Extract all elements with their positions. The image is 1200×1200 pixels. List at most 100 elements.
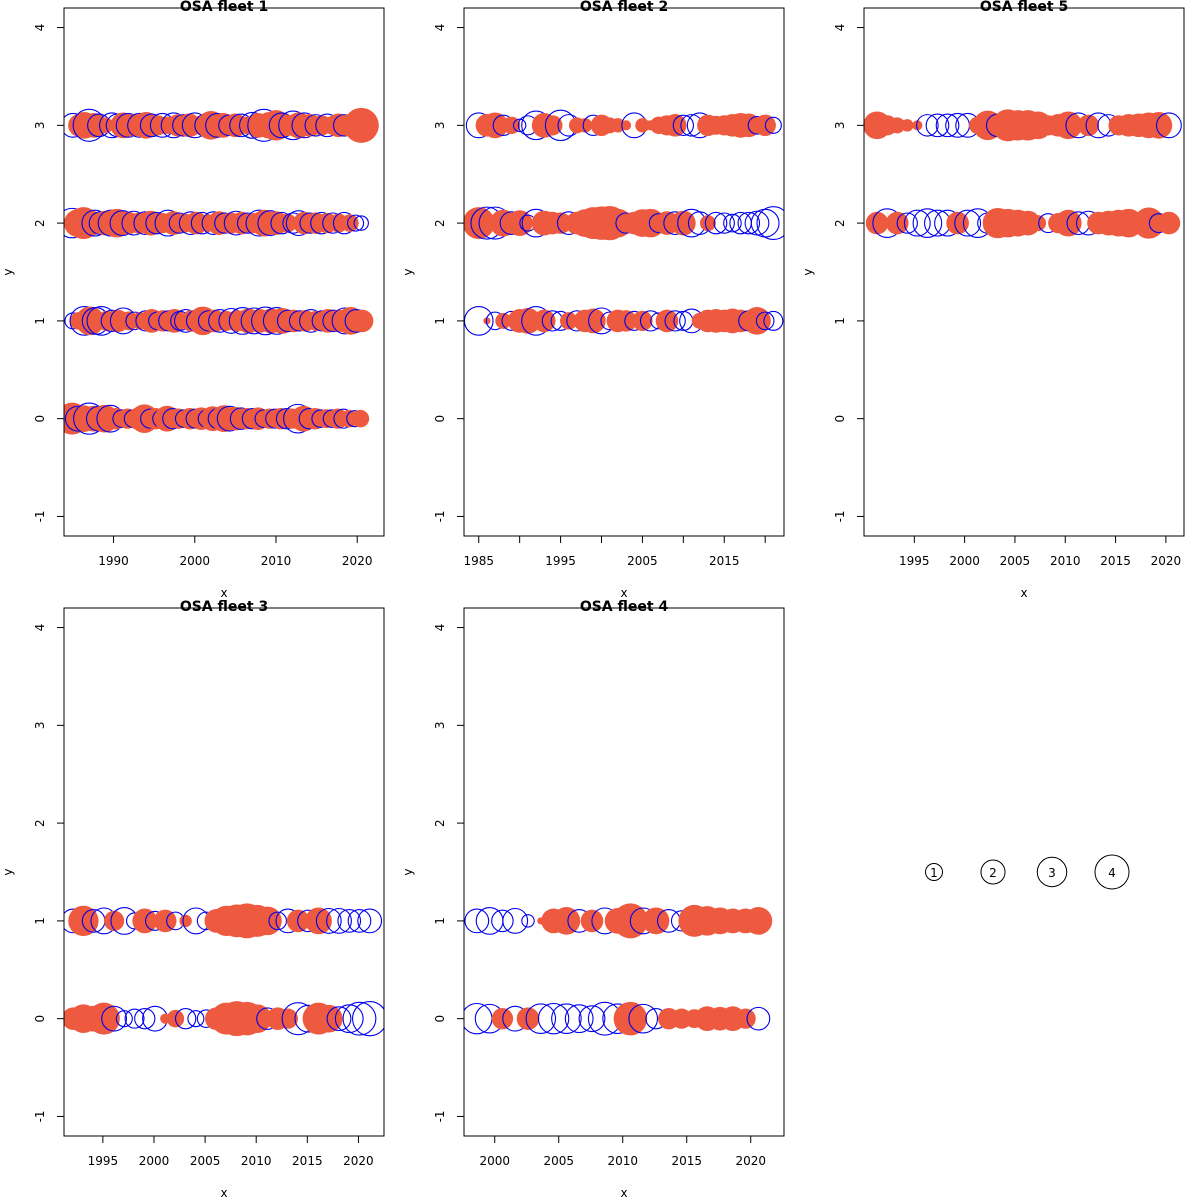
y-tick-label: 4	[433, 624, 447, 632]
panel-p3: -1 0 1 2 3 4 1995 2000 2005 2010 2015 2020 x y OSA fle…	[1, 599, 385, 1200]
bubble-layer	[464, 109, 784, 336]
y-tick-label: 3	[33, 122, 47, 130]
negative-bubble	[353, 215, 369, 231]
x-tick-label: 2015	[1100, 554, 1131, 568]
positive-bubble	[613, 1001, 648, 1036]
positive-bubble	[1054, 209, 1082, 237]
positive-bubble	[912, 120, 923, 131]
x-axis-label: x	[1020, 586, 1027, 600]
positive-bubble	[632, 310, 653, 331]
positive-bubble	[610, 118, 626, 133]
panel-title: OSA fleet 2	[580, 0, 668, 15]
plot-frame	[463, 607, 785, 1137]
positive-bubble	[736, 113, 761, 138]
x-axis-label: x	[620, 1186, 627, 1200]
positive-bubble	[744, 907, 773, 935]
y-axis-label: y	[1, 268, 15, 275]
negative-bubble	[347, 909, 372, 933]
positive-bubble	[865, 211, 889, 235]
negative-bubble	[352, 1000, 384, 1037]
x-tick-label: 2000	[139, 1154, 170, 1168]
y-tick-label: 1	[33, 917, 47, 925]
legend-size-label: 1	[930, 866, 938, 880]
positive-bubble	[68, 905, 99, 937]
panel-p5: -1 0 1 2 3 4 1995 2000 2005 2010 2015 2020 x y OSA fle…	[801, 0, 1185, 600]
positive-bubble	[620, 120, 632, 131]
y-tick-label: 4	[33, 24, 47, 32]
negative-bubble	[525, 1003, 557, 1034]
x-tick-label: 2020	[342, 554, 373, 568]
x-tick-label: 2020	[1151, 554, 1182, 568]
x-tick-label: 1995	[545, 554, 576, 568]
negative-bubble	[134, 1008, 156, 1030]
x-axis-label: x	[220, 586, 227, 600]
positive-bubble	[305, 907, 332, 935]
positive-bubble	[901, 119, 914, 132]
y-tick-label: 3	[33, 722, 47, 730]
y-tick-label: 0	[33, 415, 47, 423]
y-tick-label: 3	[833, 122, 847, 130]
y-tick-label: 1	[433, 917, 447, 925]
positive-bubble	[735, 1008, 756, 1029]
panel-title: OSA fleet 3	[180, 599, 268, 615]
panel-title: OSA fleet 5	[980, 0, 1068, 15]
negative-bubble	[315, 907, 342, 934]
y-tick-label: 4	[433, 24, 447, 32]
legend-circle	[925, 863, 943, 881]
positive-bubble	[81, 112, 107, 138]
negative-bubble	[925, 113, 950, 138]
positive-bubble	[670, 210, 696, 236]
negative-bubble	[704, 211, 728, 235]
positive-bubble	[663, 114, 687, 137]
negative-bubble	[175, 1008, 197, 1030]
x-tick-label: 2005	[190, 1154, 221, 1168]
negative-bubble	[664, 310, 686, 332]
legend-circle	[980, 859, 1006, 885]
bubble-layer	[464, 903, 773, 1036]
positive-bubble	[87, 1002, 120, 1035]
y-tick-label: 1	[33, 317, 47, 325]
positive-bubble	[642, 907, 670, 935]
x-tick-label: 2015	[671, 1154, 702, 1168]
negative-bubble	[763, 310, 784, 331]
x-tick-label: 2005	[543, 1154, 574, 1168]
x-tick-label: 2000	[179, 554, 210, 568]
negative-bubble	[491, 909, 514, 933]
negative-bubble	[628, 1003, 659, 1034]
y-tick-label: -1	[433, 1110, 447, 1122]
y-tick-label: 0	[33, 1015, 47, 1023]
panel-p1: -1 0 1 2 3 4 1990 2000 2010 2020 x y OSA fleet 1	[1, 0, 385, 600]
x-tick-label: 2000	[479, 1154, 510, 1168]
negative-bubble	[357, 908, 383, 934]
negative-bubble	[537, 1002, 570, 1035]
positive-bubble	[615, 310, 637, 332]
y-tick-label: 0	[433, 1015, 447, 1023]
positive-bubble	[482, 112, 508, 139]
positive-bubble	[946, 211, 969, 235]
x-tick-label: 1990	[98, 554, 129, 568]
x-tick-label: 2005	[627, 554, 658, 568]
positive-bubble	[132, 908, 158, 934]
positive-bubble	[603, 208, 633, 238]
negative-bubble	[187, 1010, 205, 1028]
y-tick-label: 0	[833, 415, 847, 423]
positive-bubble	[552, 907, 581, 935]
positive-bubble	[542, 115, 563, 136]
negative-bubble	[337, 909, 362, 933]
panel-title: OSA fleet 4	[580, 599, 669, 615]
size-legend: 1 2 3 4	[925, 854, 1130, 890]
y-tick-label: -1	[433, 510, 447, 522]
x-axis-label: x	[220, 1186, 227, 1200]
negative-bubble	[756, 206, 784, 241]
positive-bubble	[699, 215, 716, 232]
legend-circle	[1036, 856, 1068, 888]
positive-bubble	[75, 306, 105, 336]
positive-bubble	[743, 307, 771, 335]
plot-frame	[463, 7, 785, 537]
legend-size-label: 2	[989, 866, 997, 880]
plot-frame	[863, 7, 1185, 537]
positive-bubble	[635, 118, 650, 133]
legend-size-label: 4	[1108, 866, 1116, 880]
negative-bubble	[464, 1002, 493, 1035]
negative-bubble	[475, 906, 504, 935]
